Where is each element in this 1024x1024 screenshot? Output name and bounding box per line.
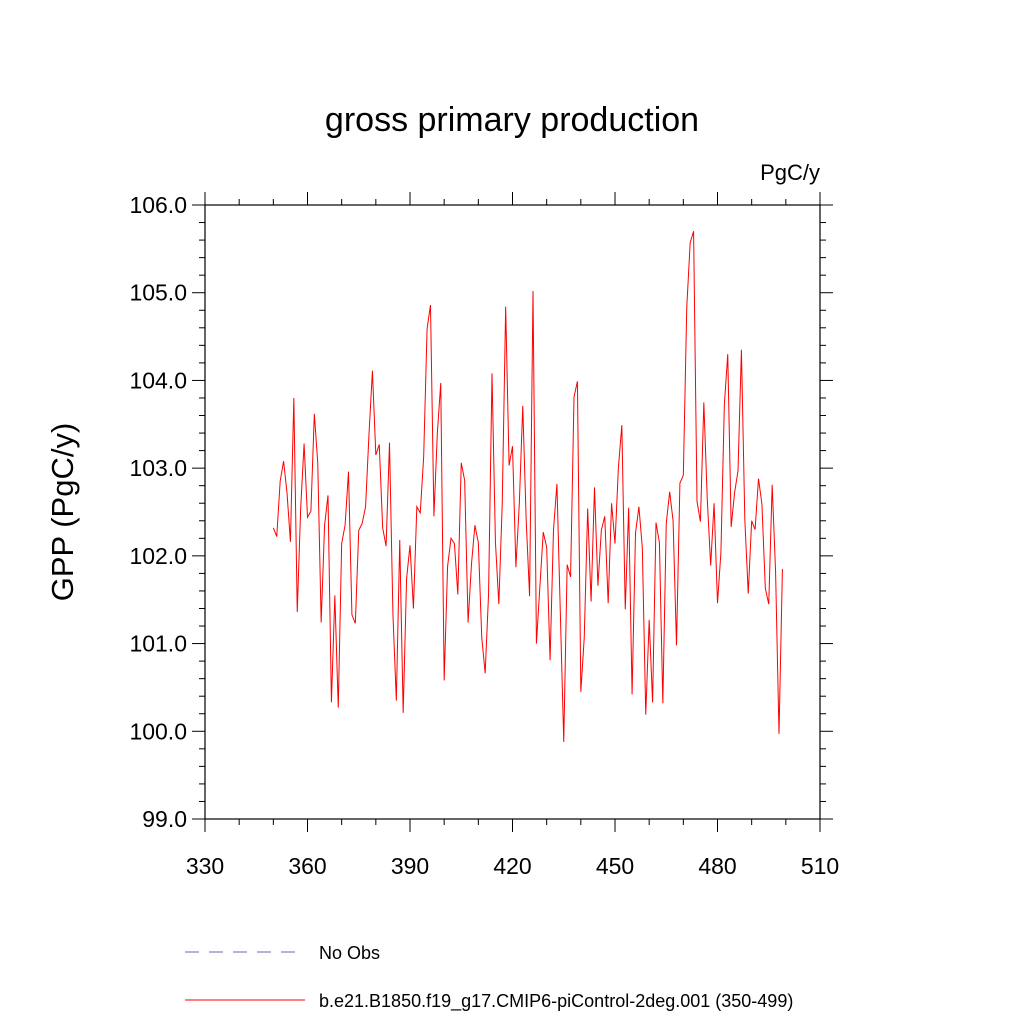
series-layer bbox=[272, 231, 783, 742]
x-tick-labels: 330 360 390 420 450 480 510 bbox=[186, 853, 839, 879]
x-tick-label: 330 bbox=[186, 853, 224, 879]
axis-ticks bbox=[192, 192, 833, 832]
chart-title: gross primary production bbox=[325, 101, 699, 139]
x-tick-label: 510 bbox=[801, 853, 839, 879]
y-tick-label: 99.0 bbox=[142, 806, 187, 832]
y-tick-label: 104.0 bbox=[129, 367, 187, 393]
legend-label-0: No Obs bbox=[319, 943, 380, 963]
y-tick-label: 100.0 bbox=[129, 718, 187, 744]
plot-frame bbox=[204, 204, 821, 820]
x-tick-label: 480 bbox=[698, 853, 736, 879]
x-tick-label: 450 bbox=[596, 853, 634, 879]
x-tick-label: 390 bbox=[391, 853, 429, 879]
legend-label-1: b.e21.B1850.f19_g17.CMIP6-piControl-2deg… bbox=[319, 991, 793, 1012]
legend: No Obs b.e21.B1850.f19_g17.CMIP6-piContro… bbox=[185, 943, 793, 1012]
y-tick-label: 105.0 bbox=[129, 280, 187, 306]
series-line-1 bbox=[272, 231, 783, 742]
y-tick-label: 101.0 bbox=[129, 631, 187, 657]
units-label: PgC/y bbox=[760, 160, 820, 185]
y-tick-label: 106.0 bbox=[129, 192, 187, 218]
y-tick-label: 102.0 bbox=[129, 543, 187, 569]
y-tick-labels: 99.0 100.0 101.0 102.0 103.0 104.0 105.0 106.0 bbox=[129, 192, 187, 832]
y-axis-label: GPP (PgC/y) bbox=[45, 423, 80, 602]
y-tick-label: 103.0 bbox=[129, 455, 187, 481]
x-tick-label: 420 bbox=[493, 853, 531, 879]
x-tick-label: 360 bbox=[288, 853, 326, 879]
